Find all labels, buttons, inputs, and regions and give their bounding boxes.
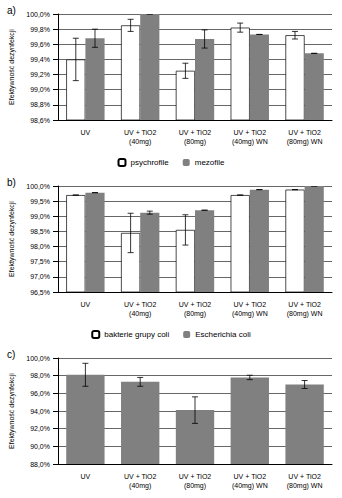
svg-text:UV + TiO2: UV + TiO2 [179, 129, 212, 136]
svg-text:a): a) [7, 5, 16, 16]
svg-text:88,0%: 88,0% [30, 461, 50, 468]
svg-text:bakterie grupy coli: bakterie grupy coli [104, 330, 169, 339]
svg-text:94,0%: 94,0% [30, 408, 50, 415]
svg-text:UV + TiO2: UV + TiO2 [234, 473, 267, 480]
svg-text:(80mg): (80mg) [184, 138, 206, 146]
svg-text:c): c) [7, 349, 15, 360]
svg-text:(80mg) WN: (80mg) WN [287, 310, 323, 318]
svg-text:(80mg): (80mg) [184, 310, 206, 318]
svg-text:97,5%: 97,5% [30, 258, 50, 265]
svg-text:96,0%: 96,0% [30, 390, 50, 397]
svg-text:UV + TiO2: UV + TiO2 [234, 301, 267, 308]
svg-text:99,8%: 99,8% [30, 26, 50, 33]
svg-text:98,0%: 98,0% [30, 243, 50, 250]
svg-text:UV: UV [81, 129, 91, 136]
svg-text:100,0%: 100,0% [26, 183, 50, 190]
svg-text:UV + TiO2: UV + TiO2 [124, 129, 157, 136]
svg-text:98,6%: 98,6% [30, 117, 50, 124]
svg-text:(40mg) WN: (40mg) WN [232, 310, 268, 318]
svg-text:UV: UV [81, 473, 91, 480]
svg-text:99,0%: 99,0% [30, 86, 50, 93]
svg-text:98,8%: 98,8% [30, 101, 50, 108]
svg-text:96,5%: 96,5% [30, 289, 50, 296]
svg-text:UV + TiO2: UV + TiO2 [288, 129, 321, 136]
svg-text:UV + TiO2: UV + TiO2 [288, 473, 321, 480]
svg-text:Efektywność dezynfekcji: Efektywność dezynfekcji [8, 373, 16, 449]
svg-text:Efektywność dezynfekcji: Efektywność dezynfekcji [8, 201, 16, 277]
svg-text:b): b) [7, 177, 16, 188]
svg-text:98,0%: 98,0% [30, 372, 50, 379]
svg-text:mezofile: mezofile [195, 158, 225, 167]
svg-text:UV + TiO2: UV + TiO2 [124, 473, 157, 480]
svg-text:99,2%: 99,2% [30, 71, 50, 78]
svg-text:(40mg) WN: (40mg) WN [232, 482, 268, 490]
svg-text:(80mg) WN: (80mg) WN [287, 482, 323, 490]
svg-text:(40mg): (40mg) [129, 310, 151, 318]
svg-text:(80mg): (80mg) [184, 482, 206, 490]
svg-text:100,0%: 100,0% [26, 11, 50, 18]
svg-text:(80mg) WN: (80mg) WN [287, 138, 323, 146]
svg-text:psychrofile: psychrofile [130, 158, 169, 167]
svg-text:99,6%: 99,6% [30, 41, 50, 48]
svg-text:97,0%: 97,0% [30, 273, 50, 280]
svg-text:90,0%: 90,0% [30, 443, 50, 450]
svg-text:UV + TiO2: UV + TiO2 [288, 301, 321, 308]
svg-text:100,0%: 100,0% [26, 355, 50, 362]
svg-text:99,5%: 99,5% [30, 198, 50, 205]
svg-text:98,5%: 98,5% [30, 228, 50, 235]
svg-text:UV + TiO2: UV + TiO2 [179, 473, 212, 480]
svg-text:UV + TiO2: UV + TiO2 [124, 301, 157, 308]
svg-text:(40mg): (40mg) [129, 482, 151, 490]
svg-text:(40mg): (40mg) [129, 138, 151, 146]
svg-text:UV + TiO2: UV + TiO2 [179, 301, 212, 308]
svg-text:92,0%: 92,0% [30, 425, 50, 432]
svg-text:99,0%: 99,0% [30, 213, 50, 220]
svg-text:Efektywność dezynfekcji: Efektywność dezynfekcji [8, 29, 16, 105]
svg-text:Escherichia coli: Escherichia coli [195, 330, 251, 339]
svg-text:UV: UV [81, 301, 91, 308]
svg-text:UV + TiO2: UV + TiO2 [234, 129, 267, 136]
svg-text:(40mg) WN: (40mg) WN [232, 138, 268, 146]
svg-text:99,4%: 99,4% [30, 56, 50, 63]
